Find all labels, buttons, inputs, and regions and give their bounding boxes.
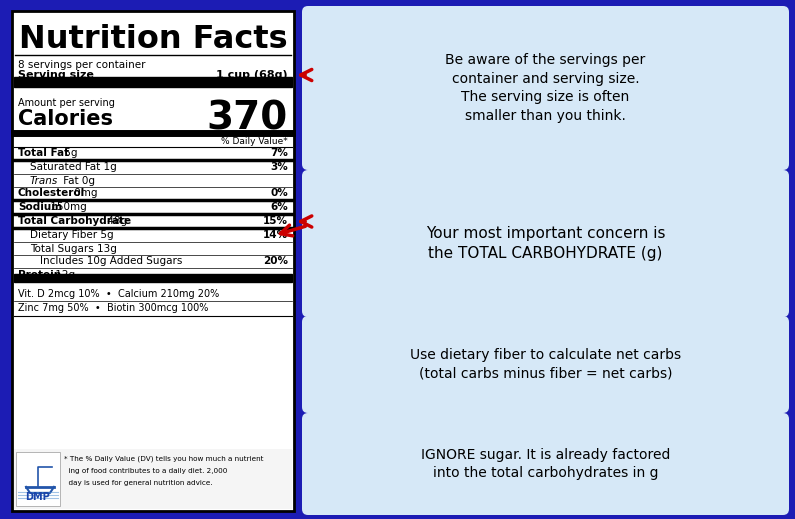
Text: 7%: 7% [270, 148, 288, 158]
Text: Dietary Fiber 5g: Dietary Fiber 5g [30, 230, 114, 240]
Text: Serving size: Serving size [18, 70, 94, 80]
Text: 5g: 5g [61, 148, 78, 158]
Text: 14%: 14% [263, 230, 288, 240]
Text: 15%: 15% [263, 216, 288, 226]
Text: ing of food contributes to a daily diet. 2,000: ing of food contributes to a daily diet.… [64, 468, 227, 474]
FancyBboxPatch shape [302, 170, 789, 317]
FancyBboxPatch shape [302, 6, 789, 170]
Text: Total Fat: Total Fat [18, 148, 69, 158]
Text: Use dietary fiber to calculate net carbs
(total carbs minus fiber = net carbs): Use dietary fiber to calculate net carbs… [410, 348, 681, 381]
Text: % Daily Value*: % Daily Value* [221, 136, 288, 145]
Text: 8 servings per container: 8 servings per container [18, 60, 145, 70]
Text: Calories: Calories [18, 109, 113, 129]
Text: Saturated Fat 1g: Saturated Fat 1g [30, 162, 117, 172]
Text: Total Carbohydrate: Total Carbohydrate [18, 216, 131, 226]
Text: Be aware of the servings per
container and serving size.
The serving size is oft: Be aware of the servings per container a… [445, 53, 646, 122]
Text: Zinc 7mg 50%  •  Biotin 300mcg 100%: Zinc 7mg 50% • Biotin 300mcg 100% [18, 303, 208, 313]
Text: Your most important concern is
the TOTAL CARBOHYDRATE (g): Your most important concern is the TOTAL… [426, 226, 665, 261]
Text: Vit. D 2mcg 10%  •  Calcium 210mg 20%: Vit. D 2mcg 10% • Calcium 210mg 20% [18, 289, 219, 299]
Text: 150mg: 150mg [47, 202, 87, 212]
Text: 6%: 6% [270, 202, 288, 212]
Text: Trans: Trans [30, 175, 58, 185]
Text: Nutrition Facts: Nutrition Facts [19, 23, 287, 54]
Text: Cholesterol: Cholesterol [18, 188, 85, 198]
Text: Protein: Protein [18, 270, 61, 280]
Text: * The % Daily Value (DV) tells you how much a nutrient: * The % Daily Value (DV) tells you how m… [64, 456, 263, 462]
Text: 3%: 3% [270, 162, 288, 172]
Text: IGNORE sugar. It is already factored
into the total carbohydrates in g: IGNORE sugar. It is already factored int… [421, 448, 670, 480]
FancyBboxPatch shape [302, 316, 789, 413]
FancyBboxPatch shape [14, 77, 292, 87]
Text: Total Sugars 13g: Total Sugars 13g [30, 243, 117, 253]
FancyBboxPatch shape [14, 449, 292, 509]
Text: Sodium: Sodium [18, 202, 62, 212]
Text: 12g: 12g [52, 270, 75, 280]
Text: 0mg: 0mg [71, 188, 97, 198]
Text: 370: 370 [207, 100, 288, 138]
FancyBboxPatch shape [12, 11, 294, 511]
Text: Amount per serving: Amount per serving [18, 98, 114, 108]
Text: Includes 10g Added Sugars: Includes 10g Added Sugars [40, 256, 182, 266]
Text: DMP: DMP [25, 492, 50, 502]
Text: Fat 0g: Fat 0g [60, 175, 95, 185]
Text: day is used for general nutrition advice.: day is used for general nutrition advice… [64, 480, 212, 486]
Text: 1 cup (68g): 1 cup (68g) [216, 70, 288, 80]
Text: 0%: 0% [270, 188, 288, 198]
FancyBboxPatch shape [302, 413, 789, 515]
Text: 20%: 20% [263, 256, 288, 266]
FancyBboxPatch shape [16, 452, 60, 506]
FancyBboxPatch shape [14, 274, 292, 282]
Text: 48g: 48g [104, 216, 127, 226]
